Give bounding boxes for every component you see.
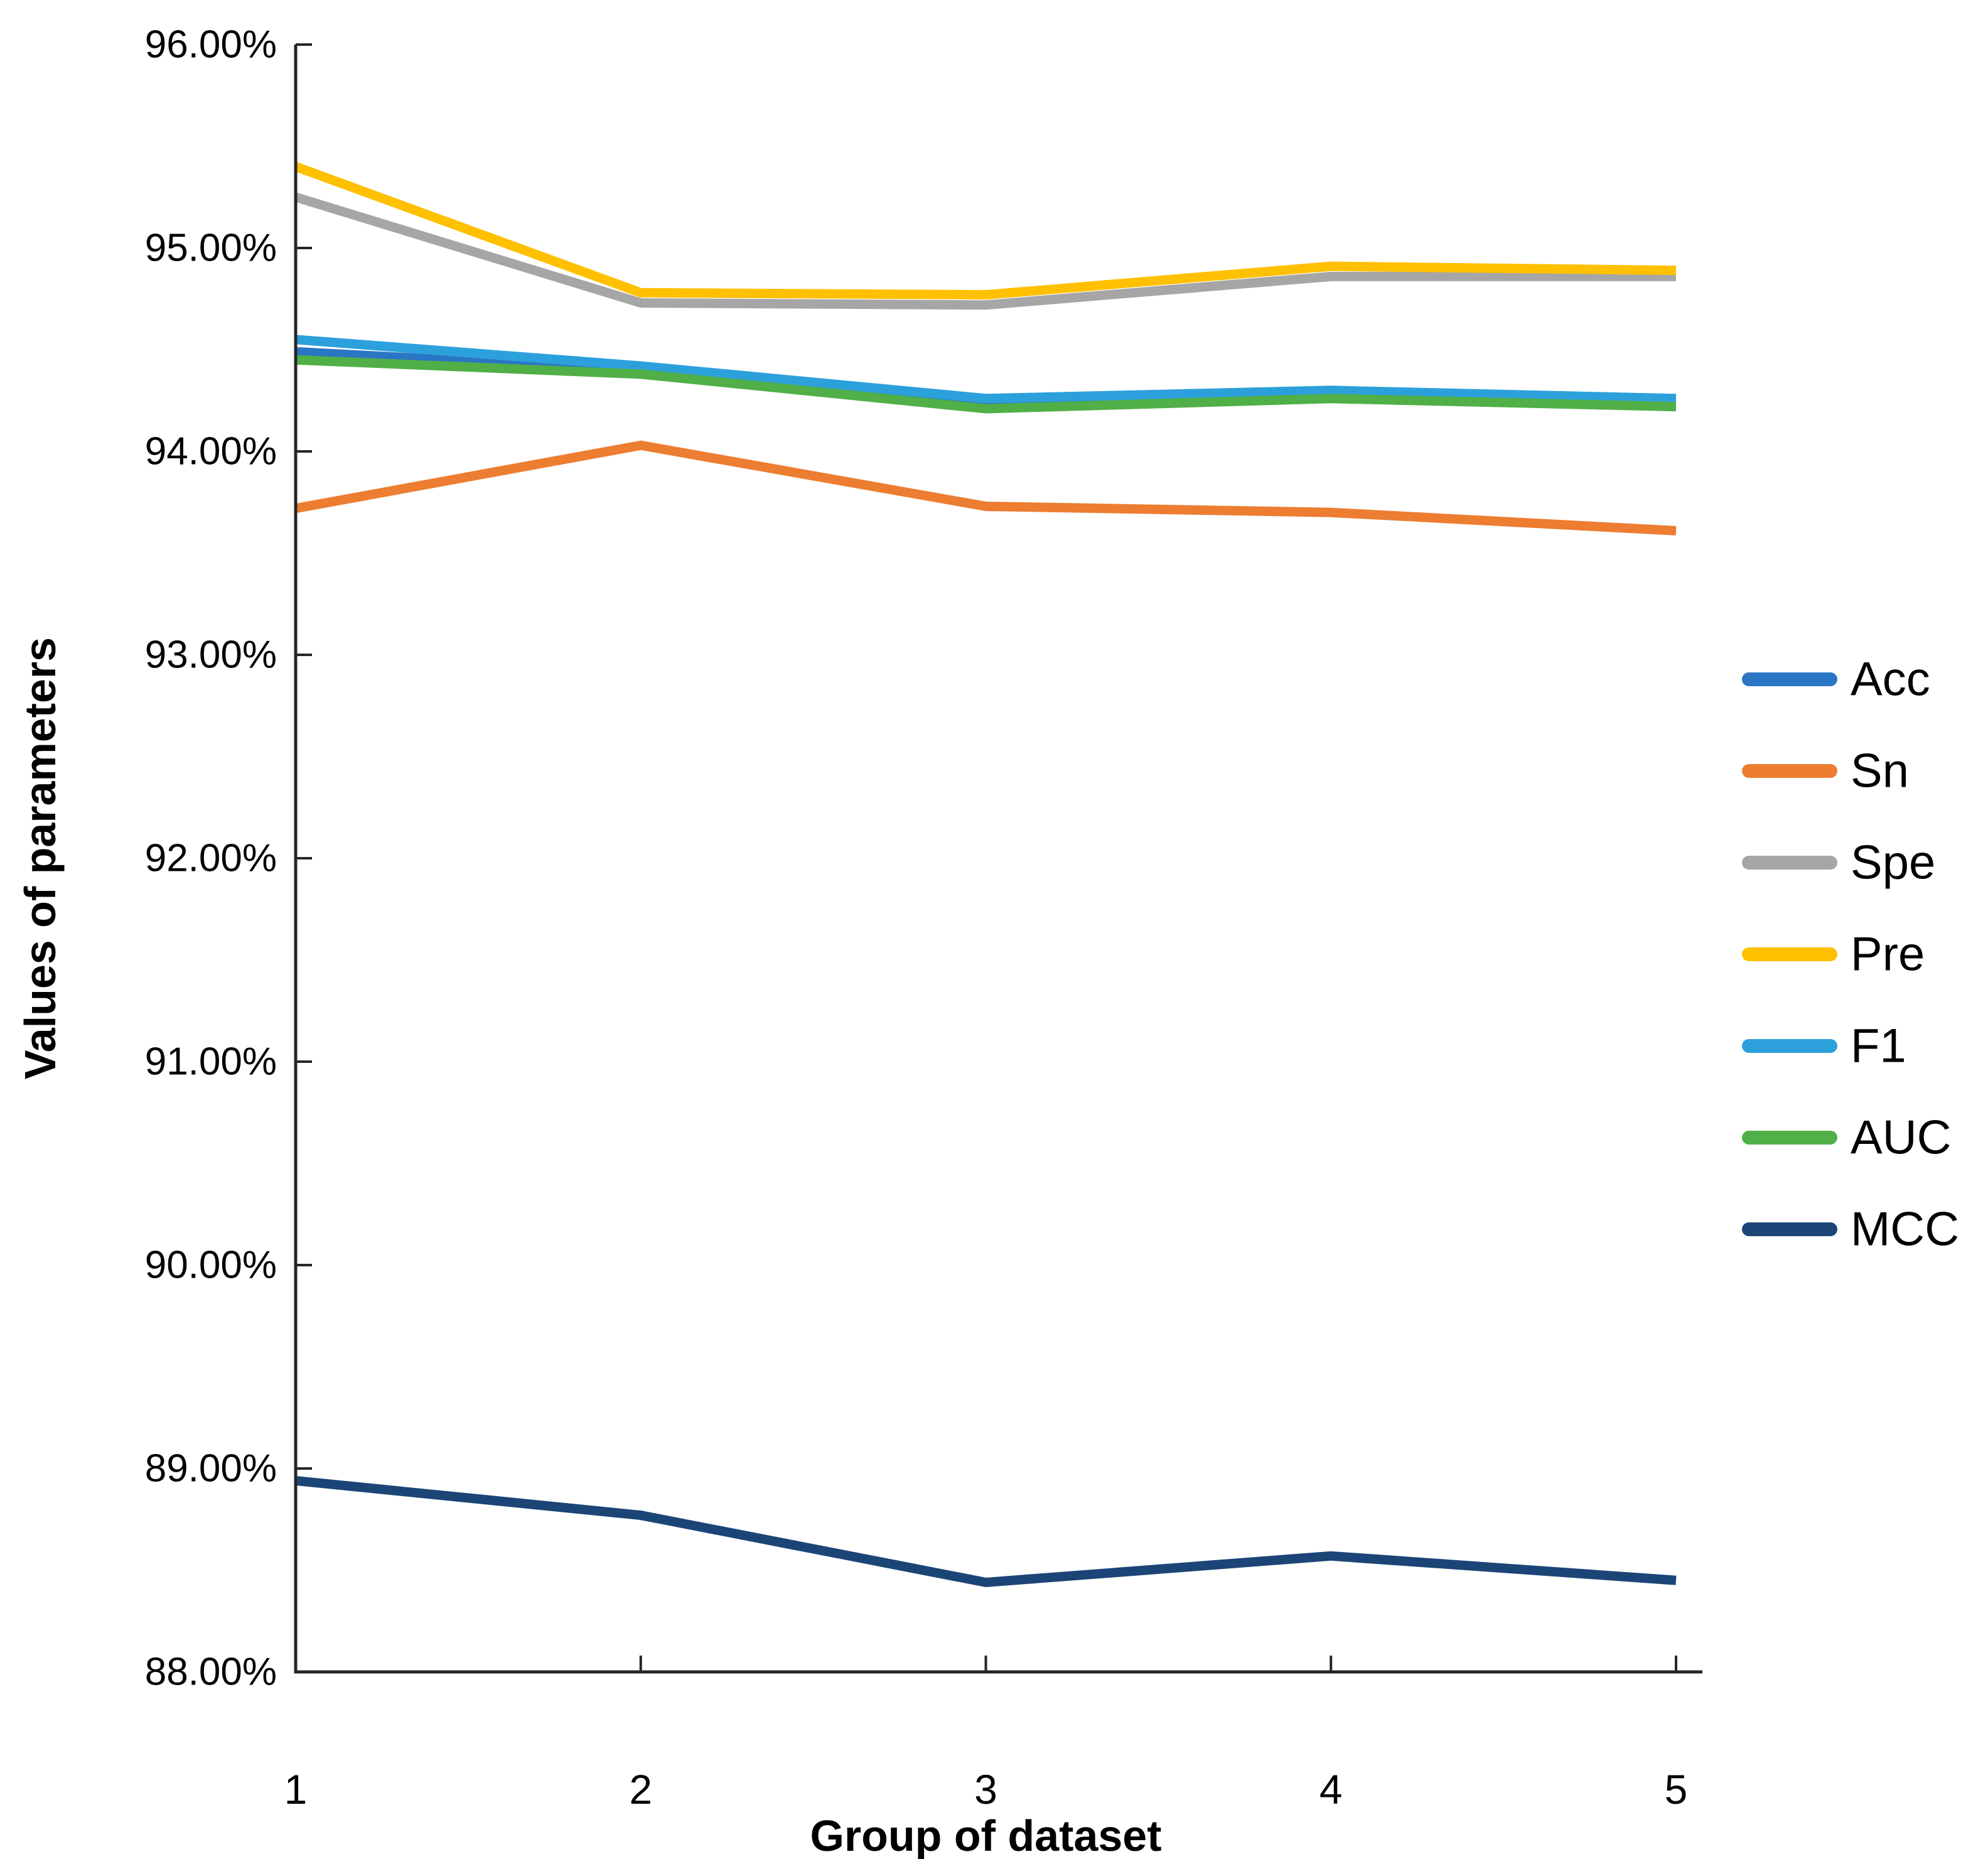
- y-tick-label: 95.00%: [145, 227, 277, 270]
- series-line-sn: [294, 440, 1677, 536]
- y-tick-label: 96.00%: [145, 23, 277, 67]
- legend: Acc Sn Spe Pre F1 AUC MCC: [1742, 653, 1959, 1256]
- y-tick-label: 88.00%: [145, 1651, 277, 1694]
- y-tick-label: 91.00%: [145, 1040, 277, 1084]
- x-tick-label: 4: [1319, 1766, 1343, 1813]
- series-line-pre: [294, 162, 1677, 300]
- y-tick-label: 94.00%: [145, 430, 277, 473]
- x-axis-title: Group of dataset: [810, 1811, 1161, 1859]
- x-tick-label: 1: [284, 1766, 308, 1813]
- legend-label-f1: F1: [1851, 1020, 1906, 1073]
- legend-label-pre: Pre: [1851, 928, 1925, 981]
- legend-label-auc: AUC: [1851, 1111, 1951, 1165]
- legend-label-mcc: MCC: [1851, 1203, 1959, 1256]
- series-line-auc: [295, 355, 1677, 414]
- legend-label-sn: Sn: [1851, 745, 1909, 798]
- axes: [294, 43, 1702, 1674]
- y-axis-title: Values of parameters: [16, 637, 65, 1079]
- y-tick-label: 89.00%: [145, 1447, 277, 1490]
- axis-labels: 96.00% 95.00% 94.00% 93.00% 92.00% 91.00% 90.0…: [16, 23, 1687, 1859]
- series-line-spe: [294, 192, 1676, 310]
- x-tick-label: 5: [1665, 1766, 1688, 1813]
- plot-area: [294, 162, 1677, 1587]
- series-line-mcc: [295, 1475, 1677, 1587]
- y-tick-label: 90.00%: [145, 1244, 277, 1287]
- x-tick-label: 2: [629, 1766, 652, 1813]
- y-tick-label: 92.00%: [145, 837, 277, 880]
- legend-label-acc: Acc: [1851, 653, 1930, 706]
- series-line-f1: [295, 335, 1677, 404]
- y-tick-label: 93.00%: [145, 633, 277, 677]
- legend-label-spe: Spe: [1851, 836, 1935, 890]
- x-tick-label: 3: [974, 1766, 997, 1813]
